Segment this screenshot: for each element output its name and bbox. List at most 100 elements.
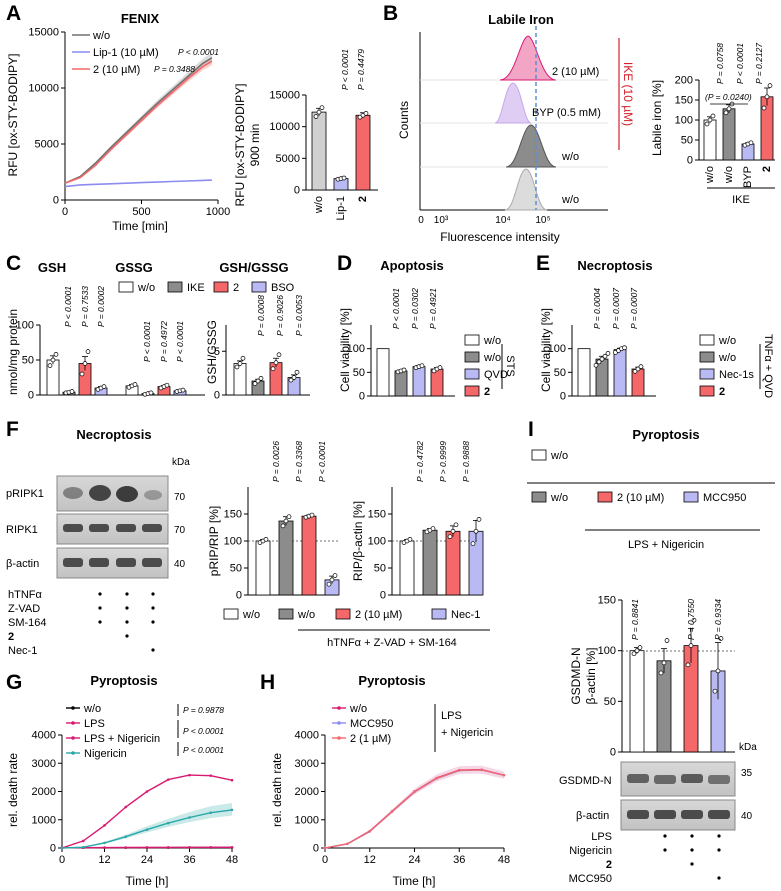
b-bar-ylabel: Labile iron [%] xyxy=(650,80,664,156)
f-row-actin: β-actin xyxy=(6,558,39,570)
b-cat-1: w/o xyxy=(723,166,735,184)
f-legend-swatch-2 xyxy=(335,608,351,620)
c-ratio-plot: 0 5 GSH/GSSG P = 0.0008 P = 0.9026 P = 0.… xyxy=(205,295,310,402)
i-row-gsdmd: GSDMD-N xyxy=(559,775,612,787)
d-dot xyxy=(437,365,443,370)
g-xtick-label: 12 xyxy=(98,854,110,866)
h-ytick-label: 1000 xyxy=(295,814,319,826)
g-point xyxy=(230,808,234,812)
panel-a-letter: A xyxy=(6,2,21,25)
g-ytick-label: 0 xyxy=(50,843,56,855)
b-cat-3: 2 xyxy=(761,166,773,172)
c-legend-label-0: w/o xyxy=(137,282,155,294)
c-gssg-dot xyxy=(164,382,170,388)
panel-f-letter: F xyxy=(6,418,19,441)
b-dot xyxy=(764,94,770,100)
f2-p2: P = 0.9888 xyxy=(461,441,471,482)
h-ylabel: rel. death rate xyxy=(270,753,284,827)
a-bar-ytick-label: 10000 xyxy=(269,121,300,133)
b-bar-1 xyxy=(722,108,736,161)
d-bar-3 xyxy=(430,368,444,397)
b-bar-p0: P = 0.0758 xyxy=(715,43,725,84)
d-legend-label-3: 2 xyxy=(484,386,490,398)
i-band-a2 xyxy=(654,810,676,819)
d-legend-label-1: w/o xyxy=(483,352,501,364)
a-bar-2 xyxy=(355,114,371,191)
g-legend-label-0: w/o xyxy=(83,703,101,715)
e-dot xyxy=(596,359,602,365)
panel-i-title: Pyroptosis xyxy=(632,427,699,442)
f-treat-dot xyxy=(151,606,155,610)
h-ytick-label: 2000 xyxy=(295,786,319,798)
c-p-ratio-2: P = 0.0053 xyxy=(294,295,304,336)
e-ylabel: Cell viability [%] xyxy=(539,308,553,392)
panel-f-title: Necroptosis xyxy=(76,427,151,442)
g-p1: P < 0.0001 xyxy=(183,726,224,736)
h-legend-dot-1 xyxy=(337,721,341,725)
d-treat: STS xyxy=(504,355,516,376)
e-legend-swatch-0 xyxy=(699,334,715,346)
h-legend-dot-2 xyxy=(337,736,341,740)
a-xtick-label: 0 xyxy=(62,206,68,218)
d-bar-2 xyxy=(412,366,426,397)
i-ytick-label: 150 xyxy=(598,595,616,607)
a-dot xyxy=(363,111,369,116)
g-legend-dot-0 xyxy=(71,706,75,710)
d-p1: P = 0.0302 xyxy=(410,288,420,329)
e-legend-label-3: 2 xyxy=(719,386,725,398)
i-bar-1 xyxy=(656,660,672,753)
c-legend-label-1: IKE xyxy=(187,282,205,294)
f-legend: w/o w/o 2 (10 µM) Nec-1 xyxy=(223,608,480,621)
b-ike-vertical: IKE (10 µM) xyxy=(621,62,635,126)
a-legend-2: 2 (10 µM) xyxy=(93,64,140,76)
i-treat-label-3: MCC950 xyxy=(569,873,612,885)
h-ytick-label: 3000 xyxy=(295,758,319,770)
f2-dot xyxy=(476,517,482,522)
c2-ytick-label: 5 xyxy=(214,346,220,358)
panel-h-letter: H xyxy=(260,671,275,694)
i-treat-label-0: LPS xyxy=(591,831,612,843)
g-point xyxy=(145,846,149,849)
g-ytick-label: 3000 xyxy=(32,758,56,770)
b-dot xyxy=(761,105,767,111)
b-histograms: 2 (10 µM) BYP (0.5 mM) w/o w/o Counts 0 … xyxy=(397,26,635,244)
c-p-gssg-2: P < 0.0001 xyxy=(175,321,185,362)
panel-b-letter: B xyxy=(383,2,398,25)
h-xtick-label: 0 xyxy=(322,854,328,866)
e-dot xyxy=(622,345,627,351)
a-bar-p1: P = 0.4479 xyxy=(356,49,366,90)
f1-dot xyxy=(326,581,332,587)
c-ytick-label: 0 xyxy=(28,390,34,402)
i-blots: GSDMD-N β-actin 35 40 LPS Nigericin 2 MCC95… xyxy=(559,761,753,885)
g-p2: P < 0.0001 xyxy=(183,745,224,755)
h-point xyxy=(390,810,394,813)
f1-ytick-label: 50 xyxy=(230,563,242,575)
h-legend-label-1: MCC950 xyxy=(350,718,393,730)
g-point xyxy=(124,846,128,849)
h-ytick-label: 4000 xyxy=(295,730,319,742)
f-legend-label-0: w/o xyxy=(242,609,260,621)
g-point xyxy=(103,841,106,845)
f2-ytick-label: 50 xyxy=(374,563,386,575)
i-treat: LPS + Nigericin xyxy=(628,539,704,551)
d-legend-swatch-1 xyxy=(464,351,480,363)
b-bar-p2: P = 0.2127 xyxy=(754,43,764,84)
i-band-a1 xyxy=(627,810,649,819)
panel-d-letter: D xyxy=(337,252,352,275)
d-legend-swatch-3 xyxy=(464,385,480,397)
i-plot: 0 50 100 150 GSDMD-N β-actin [%] P = 0.8841… xyxy=(569,595,757,759)
c2-dot xyxy=(237,361,243,366)
f-treat-dot xyxy=(151,620,155,624)
f1-dot xyxy=(286,514,292,520)
c2-dot xyxy=(291,375,297,380)
i-dot xyxy=(715,668,721,674)
f-treat-dot xyxy=(151,592,155,596)
f-treat-label-1: Z-VAD xyxy=(8,603,40,615)
d-legend-swatch-2 xyxy=(464,368,480,380)
f-band-p1 xyxy=(63,487,83,499)
i-dot xyxy=(688,643,694,648)
d-p0: P < 0.0001 xyxy=(391,288,401,329)
g-point xyxy=(145,790,149,793)
c-gsh-dot xyxy=(69,389,75,394)
